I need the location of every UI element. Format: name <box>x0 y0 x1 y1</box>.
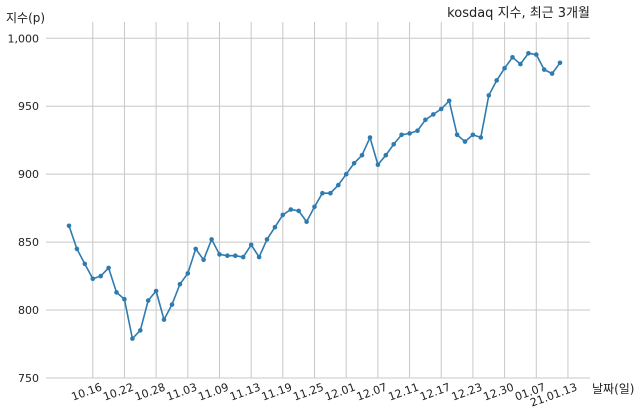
data-point <box>399 132 404 138</box>
x-tick-label: 11.03 <box>165 381 199 404</box>
y-axis-label: 지수(p) <box>6 11 45 25</box>
data-point <box>90 276 96 282</box>
data-point <box>415 128 420 133</box>
x-tick-label: 12.30 <box>482 381 516 404</box>
data-point <box>288 207 294 212</box>
data-point <box>161 317 167 322</box>
data-point <box>328 190 333 196</box>
data-point <box>66 223 72 229</box>
data-point <box>280 212 286 218</box>
data-point <box>367 135 373 140</box>
x-tick-label: 11.09 <box>196 381 230 404</box>
data-point <box>264 237 270 242</box>
data-point <box>296 208 302 214</box>
data-point <box>217 252 222 257</box>
x-tick-label: 11.19 <box>260 381 294 404</box>
data-point <box>359 152 365 158</box>
data-point <box>106 265 111 271</box>
data-point <box>343 171 349 177</box>
data-point <box>256 254 262 260</box>
data-point <box>510 55 515 60</box>
y-tick-label: 750 <box>18 372 39 385</box>
data-point <box>248 242 254 248</box>
data-point <box>320 190 325 196</box>
data-point <box>423 117 428 123</box>
x-tick-label: 10.22 <box>101 381 135 404</box>
data-point <box>351 161 357 166</box>
x-tick-label: 12.17 <box>418 381 452 404</box>
y-tick-label: 950 <box>18 100 39 113</box>
x-axis-label: 날짜(일) <box>592 382 634 396</box>
data-point <box>233 253 238 258</box>
data-point <box>446 98 452 104</box>
data-point <box>193 246 198 252</box>
data-point <box>549 71 555 76</box>
data-point <box>438 106 444 112</box>
data-point <box>486 93 492 98</box>
data-point <box>375 162 381 167</box>
x-tick-label: 10.16 <box>70 381 104 404</box>
data-point <box>557 60 563 66</box>
y-tick-label: 900 <box>18 168 39 181</box>
data-point <box>130 336 135 341</box>
data-point <box>201 257 206 263</box>
data-point <box>138 328 143 333</box>
data-point <box>518 61 523 67</box>
data-point <box>185 271 191 276</box>
y-tick-label: 1,000 <box>8 32 40 45</box>
data-point <box>209 237 214 242</box>
chart-title: kosdaq 지수, 최근 3개월 <box>447 6 590 21</box>
data-point <box>534 52 539 57</box>
y-tick-label: 850 <box>18 236 39 249</box>
x-tick-label: 10.28 <box>133 381 167 404</box>
data-point <box>391 142 397 147</box>
data-point <box>494 78 500 83</box>
data-point <box>304 219 309 224</box>
data-point <box>74 246 80 252</box>
data-point <box>502 65 507 71</box>
data-point <box>225 253 230 258</box>
x-tick-label: 12.23 <box>450 381 484 404</box>
data-point <box>383 152 389 158</box>
data-point <box>82 261 88 267</box>
data-points <box>66 51 563 341</box>
data-point <box>98 273 103 279</box>
data-point <box>312 204 317 210</box>
x-tick-label: 12.07 <box>355 381 389 404</box>
data-point <box>153 288 159 294</box>
data-point <box>114 290 119 295</box>
data-point <box>462 139 468 144</box>
data-point <box>122 296 127 302</box>
y-tick-label: 800 <box>18 304 39 317</box>
data-point <box>336 182 341 188</box>
data-point <box>169 302 175 307</box>
data-point <box>526 51 531 56</box>
data-point <box>478 135 484 140</box>
grid-lines <box>46 22 590 379</box>
data-point <box>470 132 476 138</box>
x-tick-label: 11.13 <box>228 381 262 404</box>
data-point <box>145 298 151 303</box>
x-tick-label: 12.11 <box>387 381 421 404</box>
data-point <box>272 224 278 230</box>
data-point <box>240 254 246 260</box>
y-tick-labels: 750 800 850 900 950 1,000 <box>8 32 40 385</box>
data-point <box>407 131 412 136</box>
data-point <box>431 112 436 117</box>
x-tick-labels: 10.1610.2210.2811.0311.0911.1311.1911.25… <box>70 381 579 410</box>
data-point <box>177 281 183 287</box>
data-point <box>454 132 460 138</box>
x-tick-label: 11.25 <box>291 381 325 404</box>
data-point <box>541 67 547 72</box>
x-tick-label: 12.01 <box>323 381 357 404</box>
